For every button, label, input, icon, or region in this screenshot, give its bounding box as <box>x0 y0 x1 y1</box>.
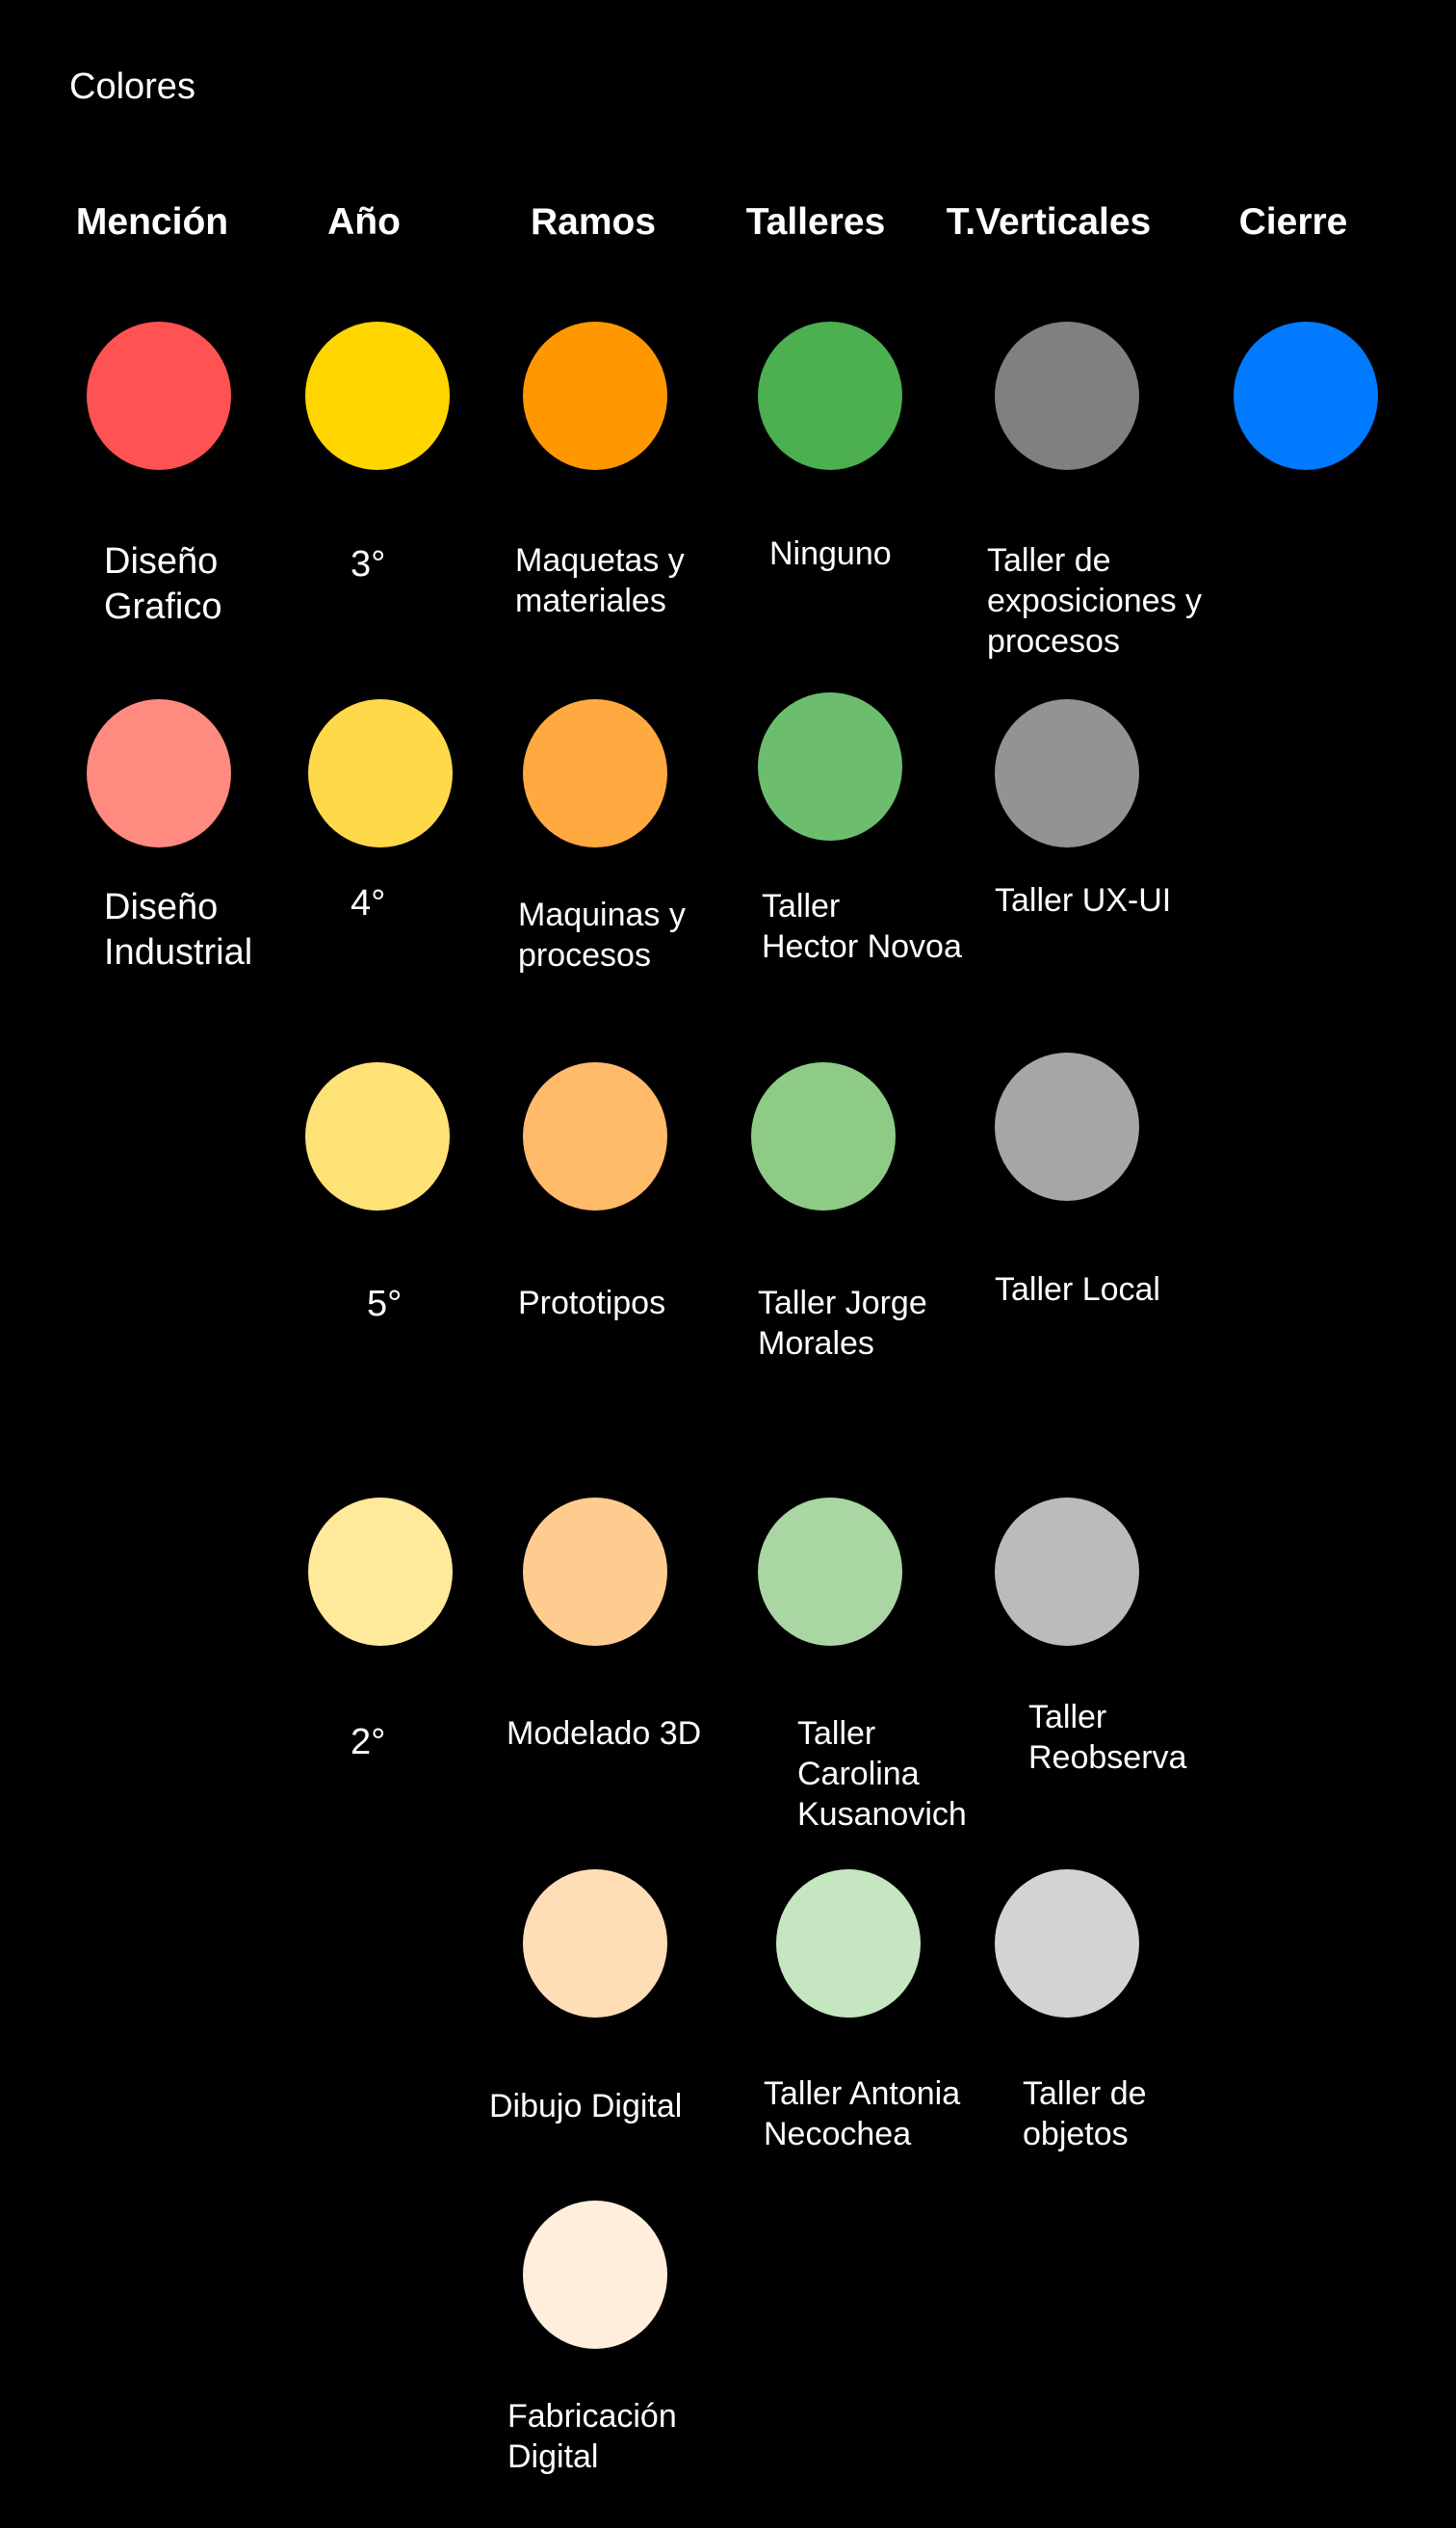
swatch-taller-hector <box>758 692 902 841</box>
label-taller-antonia: Taller Antonia Necochea <box>764 2075 961 2152</box>
swatch-vertical-local <box>995 1053 1139 1201</box>
label-anio-4: 4° <box>351 883 386 924</box>
header-cierre: Cierre <box>1238 201 1348 243</box>
swatch-vertical-reobserva <box>995 1498 1139 1646</box>
swatch-diseno-industrial <box>87 699 231 847</box>
label-vertical-objetos: Taller de objetos <box>1023 2075 1147 2152</box>
label-ramo-modelado: Modelado 3D <box>507 1715 702 1752</box>
label-diseno-grafico: Diseño Grafico <box>104 541 222 627</box>
swatch-anio-4 <box>308 699 453 847</box>
label-anio-5: 5° <box>367 1284 403 1324</box>
swatch-ramo-prototipos <box>523 1062 667 1211</box>
swatch-ramo-dibujo <box>523 1869 667 2018</box>
swatch-ramo-maquetas <box>523 322 667 470</box>
swatch-taller-jorge <box>751 1062 896 1211</box>
label-taller-carolina: Taller Carolina Kusanovich <box>797 1715 967 1833</box>
swatch-ramo-modelado <box>523 1498 667 1646</box>
label-ramo-prototipos: Prototipos <box>518 1285 666 1321</box>
label-vertical-local: Taller Local <box>995 1271 1160 1308</box>
swatch-cierre <box>1234 322 1378 470</box>
label-ramo-maquetas: Maquetas y materiales <box>515 542 685 619</box>
label-taller-ninguno: Ninguno <box>769 535 892 572</box>
label-ramo-maquinas: Maquinas y procesos <box>518 897 686 974</box>
header-anio: Año <box>327 201 401 243</box>
header-ramos: Ramos <box>530 201 657 243</box>
label-anio-3: 3° <box>351 544 386 585</box>
swatch-anio-5 <box>305 1062 450 1211</box>
label-ramo-dibujo: Dibujo Digital <box>489 2088 683 2124</box>
swatch-vertical-uxui <box>995 699 1139 847</box>
header-mencion: Mención <box>75 201 229 243</box>
header-verticales: T.Verticales <box>946 201 1152 243</box>
label-diseno-industrial: Diseño Industrial <box>104 887 253 973</box>
label-taller-jorge: Taller Jorge Morales <box>758 1285 927 1362</box>
page-title: Colores <box>69 66 195 107</box>
label-taller-hector: Taller Hector Novoa <box>762 888 962 965</box>
label-vertical-uxui: Taller UX-UI <box>995 882 1172 919</box>
swatch-taller-ninguno <box>758 322 902 470</box>
swatch-taller-carolina <box>758 1498 902 1646</box>
swatch-anio-2 <box>308 1498 453 1646</box>
label-ramo-fabricacion: Fabricación Digital <box>507 2398 677 2475</box>
swatch-vertical-exposiciones <box>995 322 1139 470</box>
label-anio-2: 2° <box>351 1722 386 1762</box>
label-vertical-exposiciones: Taller de exposiciones y procesos <box>987 542 1203 660</box>
swatch-ramo-fabricacion <box>523 2201 667 2349</box>
swatch-diseno-grafico <box>87 322 231 470</box>
swatch-vertical-objetos <box>995 1869 1139 2018</box>
label-vertical-reobserva: Taller Reobserva <box>1028 1699 1187 1776</box>
swatch-ramo-maquinas <box>523 699 667 847</box>
swatch-anio-3 <box>305 322 450 470</box>
header-talleres: Talleres <box>745 201 886 243</box>
swatch-taller-antonia <box>776 1869 921 2018</box>
